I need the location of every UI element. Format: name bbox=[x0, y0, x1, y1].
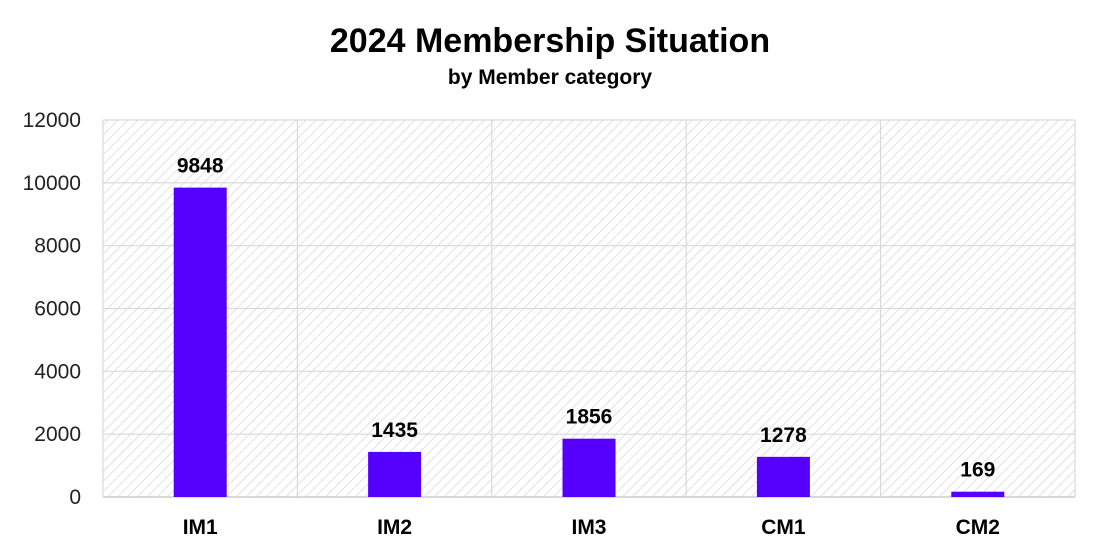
data-label-im2: 1435 bbox=[371, 419, 418, 442]
data-label-im3: 1856 bbox=[566, 406, 613, 429]
bar-im2 bbox=[368, 451, 422, 497]
x-tick-label-im1: IM1 bbox=[183, 516, 218, 539]
y-tick-label: 0 bbox=[69, 486, 81, 509]
y-axis-ticks: 0 2000 4000 6000 8000 10000 12000 bbox=[23, 109, 81, 509]
x-tick-label-cm2: CM2 bbox=[956, 516, 1000, 539]
x-axis-ticks: IM1 IM2 IM3 CM1 CM2 bbox=[183, 516, 1000, 539]
bars bbox=[173, 187, 1005, 497]
y-tick-label: 6000 bbox=[34, 298, 81, 321]
bar-cm1 bbox=[756, 456, 810, 497]
y-tick-label: 8000 bbox=[34, 235, 81, 258]
data-label-cm2: 169 bbox=[960, 459, 995, 482]
x-tick-label-cm1: CM1 bbox=[761, 516, 806, 539]
x-tick-label-im2: IM2 bbox=[377, 516, 412, 539]
chart-subtitle: by Member category bbox=[448, 66, 653, 89]
bar-cm2 bbox=[951, 491, 1005, 497]
x-tick-label-im3: IM3 bbox=[571, 516, 606, 539]
y-tick-label: 4000 bbox=[34, 360, 81, 383]
y-tick-label: 10000 bbox=[23, 172, 81, 195]
data-label-cm1: 1278 bbox=[760, 424, 807, 447]
y-tick-label: 2000 bbox=[34, 423, 81, 446]
data-labels: 9848 1435 1856 1278 169 bbox=[177, 155, 995, 482]
y-tick-label: 12000 bbox=[23, 109, 81, 132]
bar-im3 bbox=[562, 438, 616, 497]
bar-im1 bbox=[173, 187, 227, 497]
data-label-im1: 9848 bbox=[177, 155, 224, 178]
chart-title: 2024 Membership Situation bbox=[330, 22, 770, 60]
